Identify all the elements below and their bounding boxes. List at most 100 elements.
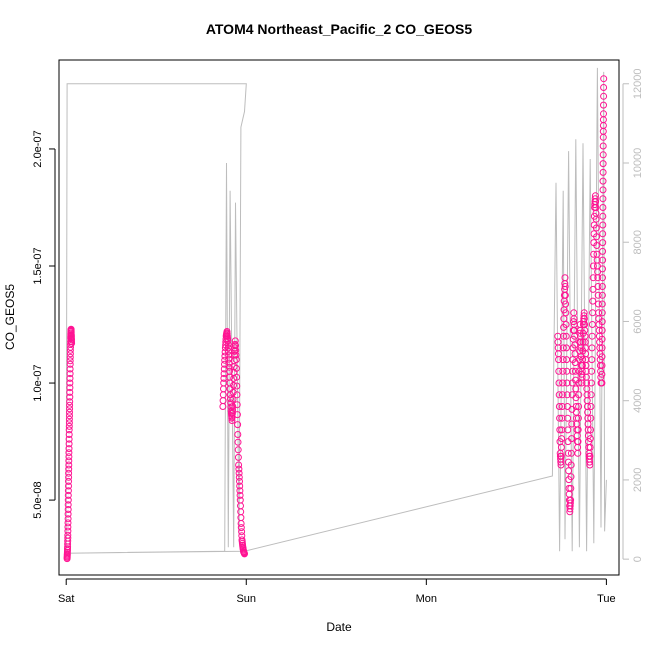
co-point <box>574 449 582 457</box>
co-point <box>65 453 73 461</box>
co-point <box>65 477 72 485</box>
co-point <box>571 367 579 375</box>
co-point <box>599 151 607 159</box>
co-point <box>238 528 246 536</box>
co-point <box>555 391 563 399</box>
co-point <box>236 477 243 485</box>
co-point <box>598 309 606 317</box>
co-point <box>598 335 606 343</box>
plot-frame <box>58 59 620 576</box>
co-point <box>234 453 242 461</box>
co-point <box>587 414 595 422</box>
co-point <box>65 461 73 469</box>
co-point <box>568 435 576 443</box>
y2-tick-label: 2000 <box>632 468 644 492</box>
y-tick-label: 2.0e-07 <box>32 130 44 167</box>
co-point <box>599 256 607 264</box>
co-point <box>224 344 232 352</box>
co-point <box>234 438 242 446</box>
co-point <box>65 435 73 443</box>
co-point <box>599 195 607 203</box>
co-point <box>65 449 73 457</box>
co-point <box>66 379 74 387</box>
co-point <box>600 92 608 100</box>
co-point <box>66 370 74 378</box>
co-point <box>589 262 597 270</box>
co-point <box>64 496 72 504</box>
co-point <box>599 239 607 247</box>
co-point <box>64 531 72 539</box>
co-point <box>233 391 241 399</box>
co-point <box>589 285 597 293</box>
x-tick-label: Mon <box>416 593 437 605</box>
co-point <box>66 353 74 361</box>
co-point <box>574 414 582 422</box>
y2-tick-label: 8000 <box>632 230 644 254</box>
co-point <box>562 344 570 352</box>
co-point <box>598 326 606 334</box>
co-point <box>588 332 596 340</box>
co-point <box>559 344 567 352</box>
co-point <box>232 346 240 354</box>
co-point <box>598 318 606 326</box>
co-point <box>234 446 242 454</box>
co-point <box>64 515 72 523</box>
co-point <box>561 283 569 290</box>
co-point <box>559 367 567 375</box>
co-point <box>65 473 73 481</box>
co-point <box>66 357 74 365</box>
co-point <box>233 411 241 419</box>
co-point <box>600 75 608 83</box>
co-point <box>572 385 580 393</box>
co-point <box>587 391 595 399</box>
co-point <box>65 431 73 438</box>
co-point <box>65 415 73 423</box>
co-point <box>232 356 240 364</box>
co-point <box>65 465 73 473</box>
x-axis-label: Date <box>326 620 352 634</box>
co-point <box>224 337 232 345</box>
co-point <box>598 283 606 290</box>
co-point <box>600 110 607 118</box>
co-point <box>593 242 601 249</box>
co-point <box>591 195 599 203</box>
co-point <box>562 332 570 340</box>
co-point <box>66 360 74 368</box>
co-point <box>587 379 595 387</box>
co-point <box>558 391 566 399</box>
co-point <box>65 440 73 448</box>
co-point <box>600 84 608 91</box>
co-point <box>588 356 596 364</box>
co-point <box>558 435 566 443</box>
co-point <box>235 465 243 473</box>
co-point <box>64 523 72 531</box>
co-point <box>567 461 575 469</box>
co-point <box>65 457 73 465</box>
co-point <box>588 344 596 352</box>
co-point <box>571 341 579 349</box>
x-axis: Sat Sun Mon Tue <box>58 578 616 605</box>
co-point <box>66 401 74 409</box>
co-point <box>555 356 563 364</box>
co-point <box>65 419 73 427</box>
co-point <box>599 212 607 220</box>
chart-title: ATOM4 Northeast_Pacific_2 CO_GEOS5 <box>206 21 473 37</box>
co-point <box>589 297 597 305</box>
co-point <box>559 332 567 340</box>
co-point <box>225 363 233 371</box>
co-point <box>65 482 72 490</box>
co-point <box>66 350 74 358</box>
co-point <box>65 469 73 477</box>
co-point <box>64 487 72 495</box>
co-point <box>232 342 239 350</box>
co-point <box>556 414 564 422</box>
co-point <box>566 499 574 507</box>
co-point <box>64 510 72 518</box>
co-point <box>66 398 74 406</box>
co-point <box>66 412 73 420</box>
co-point <box>574 443 582 451</box>
co-point <box>558 403 566 410</box>
co-point <box>229 406 237 414</box>
co-point <box>561 291 569 299</box>
co-point <box>227 399 235 407</box>
